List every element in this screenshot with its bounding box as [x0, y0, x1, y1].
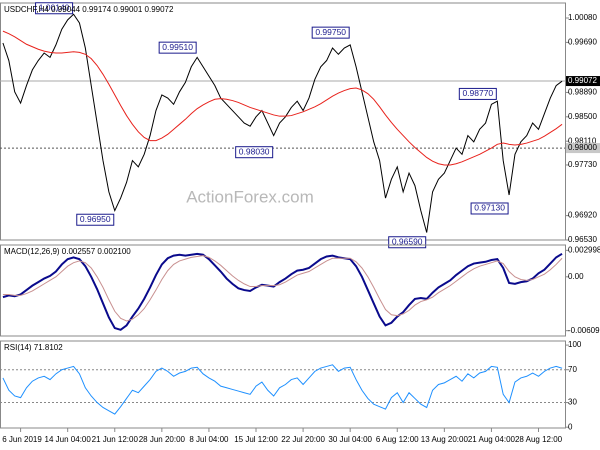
y-tick-label: 0.97730: [568, 160, 597, 169]
x-tick-label: 8 Jul 04:00: [189, 435, 229, 444]
last-price-box: [566, 76, 600, 87]
y-tick-label: 1.00080: [568, 13, 597, 22]
price-annotation-box: [311, 26, 350, 39]
price-annotation-box: [235, 146, 274, 159]
panel-frame: [0, 340, 566, 429]
h-line-box: [566, 143, 600, 154]
y-tick-label: 0.96530: [568, 235, 597, 244]
y-tick-label: 0: [568, 422, 573, 431]
h-line-label: 0.98000: [568, 143, 597, 152]
price-annotation-box: [470, 202, 509, 215]
x-tick-label: 21 Aug 04:00: [468, 435, 516, 444]
price-annotation-label: 1.00140: [39, 3, 70, 13]
y-tick-label: 0.98890: [568, 88, 597, 97]
series-line: [2, 364, 563, 415]
price-annotation-box: [388, 236, 427, 249]
price-annotation-box: [158, 41, 197, 54]
y-tick-label: 100: [568, 340, 582, 349]
y-tick-label: 0.98500: [568, 112, 597, 121]
x-tick-label: 6 Jun 2019: [2, 435, 42, 444]
series-line: [2, 252, 563, 331]
x-tick-label: 6 Aug 12:00: [376, 435, 419, 444]
price-annotation-label: 0.99510: [162, 42, 193, 52]
panel-frame: [0, 244, 566, 337]
x-tick-label: 21 Jun 12:00: [92, 435, 139, 444]
x-tick-label: 28 Aug 12:00: [515, 435, 563, 444]
panel-title: USDCHF,H4 0.99044 0.99174 0.99001 0.9907…: [4, 5, 174, 14]
series-line: [2, 30, 563, 166]
last-price-label: 0.99072: [568, 76, 597, 85]
y-tick-label: 0.00: [568, 272, 584, 281]
y-tick-label: 0.98110: [568, 136, 597, 145]
price-annotation-box: [458, 87, 497, 100]
x-tick-label: 14 Jun 04:00: [45, 435, 92, 444]
x-tick-label: 30 Jul 04:00: [328, 435, 372, 444]
price-annotation-label: 0.97130: [474, 203, 505, 213]
price-annotation-box: [35, 2, 74, 15]
panel-title: RSI(14) 71.8102: [4, 343, 63, 352]
price-annotation-label: 0.98030: [239, 146, 270, 156]
y-tick-label: 70: [568, 365, 577, 374]
panel-title: MACD(12,26,9) 0.002557 0.002100: [4, 247, 131, 256]
price-annotation-label: 0.96590: [392, 236, 423, 246]
x-tick-label: 28 Jun 20:00: [139, 435, 186, 444]
y-tick-label: 0.99690: [568, 38, 597, 47]
series-line: [2, 13, 563, 233]
series-line: [2, 255, 563, 322]
x-tick-label: 22 Jul 20:00: [281, 435, 325, 444]
y-tick-label: 0.002998: [568, 245, 600, 254]
price-annotation-box: [76, 213, 115, 226]
watermark: ActionForex.com: [186, 187, 314, 206]
y-tick-label: 30: [568, 398, 577, 407]
price-annotation-label: 0.99750: [315, 27, 346, 37]
price-annotation-label: 0.96950: [80, 214, 111, 224]
x-tick-label: 15 Jul 12:00: [234, 435, 278, 444]
x-tick-label: 13 Aug 20:00: [421, 435, 469, 444]
y-tick-label: -0.006097: [568, 326, 600, 335]
price-annotation-label: 0.98770: [462, 88, 493, 98]
y-tick-label: 0.96920: [568, 211, 597, 220]
panel-frame: [0, 2, 566, 241]
